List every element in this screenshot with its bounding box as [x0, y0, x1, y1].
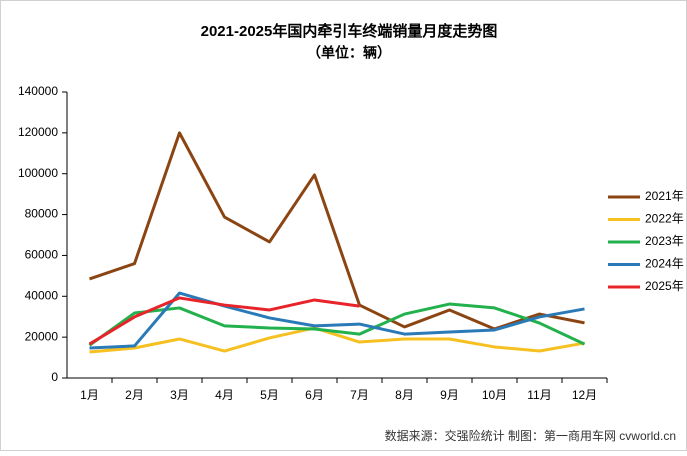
x-tick-label: 3月 — [170, 388, 189, 402]
chart-subtitle: （单位：辆） — [307, 45, 391, 61]
chart-title: 2021-2025年国内牵引车终端销量月度走势图 — [201, 22, 498, 40]
x-tick-label: 4月 — [215, 388, 234, 402]
x-tick-label: 5月 — [260, 388, 279, 402]
source-note: 数据来源：交强险统计 制图：第一商用车网 cvworld.cn — [385, 428, 676, 443]
y-tick-label: 140000 — [18, 84, 58, 98]
x-tick-label: 8月 — [395, 388, 414, 402]
y-tick-label: 100000 — [18, 166, 58, 180]
legend-label: 2025年 — [645, 279, 684, 293]
x-tick-label: 6月 — [305, 388, 324, 402]
y-tick-label: 60000 — [25, 248, 59, 262]
y-tick-label: 0 — [51, 370, 58, 384]
y-tick-label: 120000 — [18, 125, 58, 139]
x-tick-label: 1月 — [80, 388, 99, 402]
legend-label: 2022年 — [645, 212, 684, 226]
series-line — [88, 302, 586, 347]
x-tick-label: 2月 — [125, 388, 144, 402]
y-tick-label: 80000 — [25, 207, 59, 221]
x-tick-label: 11月 — [527, 388, 551, 402]
x-tick-label: 7月 — [350, 388, 369, 402]
series-line — [88, 296, 360, 346]
x-tick-label: 12月 — [572, 388, 597, 402]
x-tick-label: 10月 — [482, 388, 507, 402]
legend-label: 2021年 — [645, 189, 684, 203]
x-tick-label: 9月 — [440, 388, 459, 402]
series-line — [89, 326, 585, 354]
legend-label: 2023年 — [645, 234, 684, 248]
legend-label: 2024年 — [645, 257, 684, 271]
y-tick-label: 40000 — [25, 288, 59, 302]
y-tick-label: 20000 — [25, 329, 59, 343]
